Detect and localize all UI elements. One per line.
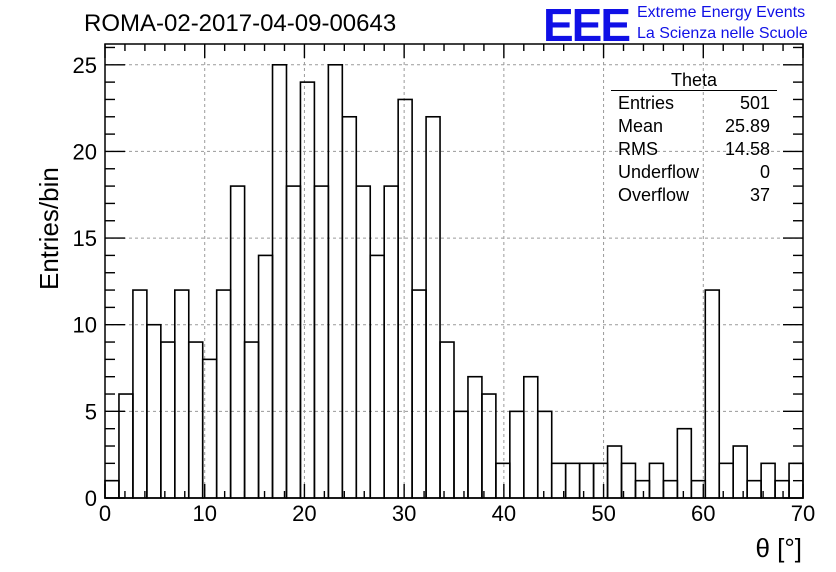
- histogram-bin: [174, 289, 190, 499]
- histogram-bin: [327, 63, 344, 499]
- histogram-bin: [578, 462, 595, 499]
- histogram-bin: [522, 375, 539, 499]
- histogram-bin: [243, 341, 260, 499]
- histogram-bin: [495, 462, 511, 499]
- histogram-bin: [257, 254, 274, 499]
- histogram-bin: [369, 254, 385, 499]
- histogram-bin: [160, 341, 176, 499]
- logo-line-1: Extreme Energy Events: [637, 4, 806, 21]
- histogram-bin: [536, 410, 553, 499]
- histogram-bin: [453, 410, 469, 499]
- histogram-bin: [648, 462, 665, 499]
- histogram-bin: [313, 185, 330, 499]
- plot-title: ROMA-02-2017-04-09-00643: [84, 10, 397, 37]
- stat-overflow-value: 37: [749, 185, 770, 205]
- x-tick-label: 10: [192, 501, 216, 526]
- stat-rms-value: 14.58: [724, 139, 770, 159]
- histogram-bin: [481, 393, 497, 499]
- y-tick-label: 5: [85, 399, 97, 424]
- histogram-bin: [564, 462, 581, 499]
- y-tick-label: 10: [73, 313, 97, 338]
- x-tick-label: 70: [791, 501, 815, 526]
- stat-entries-value: 501: [739, 93, 770, 113]
- stat-entries-label: Entries: [618, 93, 675, 113]
- axis-ticks: [104, 44, 804, 499]
- histogram-bin: [411, 289, 427, 499]
- y-tick-label: 20: [73, 139, 97, 164]
- histogram-bin: [397, 98, 413, 499]
- histogram-bin: [104, 479, 120, 499]
- histogram-bin: [118, 393, 134, 499]
- x-tick-label: 30: [392, 501, 416, 526]
- stat-underflow-label: Underflow: [618, 162, 700, 182]
- histogram-bin: [718, 462, 734, 499]
- stat-mean-label: Mean: [618, 116, 664, 136]
- histogram-bars: [104, 63, 804, 499]
- histogram-bin: [355, 185, 372, 499]
- histogram-bin: [634, 479, 651, 499]
- histogram-bin: [229, 185, 246, 499]
- y-tick-label: 25: [73, 53, 97, 78]
- histogram-bin: [215, 289, 232, 499]
- axis-tick-labels: 0 10 20 30 40 50 60 70 0 5 10 15 20 25: [73, 53, 816, 526]
- histogram-bin: [299, 81, 316, 499]
- histogram-bin: [285, 185, 302, 499]
- histogram-bin: [732, 445, 748, 499]
- histogram-bin: [467, 375, 483, 499]
- y-tick-label: 15: [73, 226, 97, 251]
- x-tick-label: 20: [292, 501, 316, 526]
- histogram-bin: [606, 445, 623, 499]
- stat-mean-value: 25.89: [724, 116, 770, 136]
- histogram-bin: [132, 289, 148, 499]
- y-axis-label: Entries/bin: [34, 167, 64, 290]
- histogram-bin: [425, 115, 441, 499]
- x-tick-label: 60: [691, 501, 715, 526]
- x-tick-label: 40: [492, 501, 516, 526]
- x-tick-label: 0: [99, 501, 111, 526]
- x-tick-label: 50: [591, 501, 615, 526]
- stats-divider: [611, 90, 777, 91]
- stats-title: Theta: [670, 70, 718, 90]
- y-axis-label-box: Entries/bin: [2, 110, 64, 290]
- x-axis-label: θ [°]: [755, 533, 802, 563]
- histogram-bin: [383, 185, 399, 499]
- histogram-bin: [704, 289, 721, 499]
- eee-logo: EEE: [543, 0, 631, 51]
- stat-overflow-label: Overflow: [618, 185, 690, 205]
- stat-underflow-value: 0: [759, 162, 770, 182]
- plot-frame: [104, 43, 804, 499]
- histogram-bin: [774, 479, 790, 499]
- histogram-bin: [187, 341, 204, 499]
- logo-line-2: La Scienza nelle Scuole: [637, 25, 808, 42]
- histogram-bin: [592, 462, 609, 499]
- stat-rms-label: RMS: [618, 139, 658, 159]
- histogram-bin: [676, 427, 693, 499]
- histogram-bin: [271, 63, 288, 499]
- histogram-bin: [662, 479, 679, 499]
- histogram-bin: [746, 479, 762, 499]
- y-tick-label: 0: [85, 486, 97, 511]
- histogram-bin: [439, 341, 455, 499]
- histogram-bin: [341, 115, 358, 499]
- histogram-bin: [509, 410, 525, 499]
